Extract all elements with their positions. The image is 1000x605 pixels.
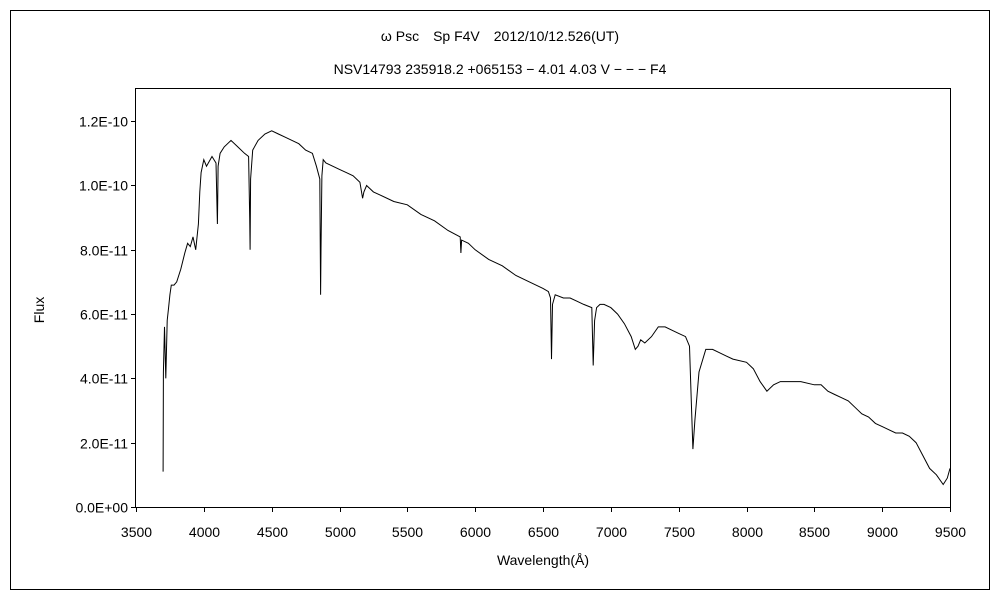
y-axis-label: Flux — [31, 297, 47, 323]
y-tick-label: 4.0E-11 — [80, 371, 128, 387]
x-tick-label: 5500 — [392, 524, 423, 540]
x-axis: 3500 4000 4500 5000 5500 6000 6500 7000 7500 8000… — [121, 507, 966, 540]
x-axis-label: Wavelength(Å) — [497, 552, 589, 568]
x-tick-label: 9500 — [935, 524, 966, 540]
x-tick-label: 7500 — [664, 524, 695, 540]
chart-subtitle: NSV14793 235918.2 +065153 − 4.01 4.03 V … — [334, 61, 667, 77]
x-tick-label: 4000 — [189, 524, 220, 540]
chart-outer-border — [10, 10, 990, 590]
y-tick-label: 8.0E-11 — [80, 243, 128, 259]
y-axis: 0.0E+00 2.0E-11 4.0E-11 6.0E-11 8.0E-11 1.0E-… — [75, 114, 136, 516]
x-tick-label: 6000 — [460, 524, 491, 540]
x-tick-label: 3500 — [121, 524, 152, 540]
y-tick-label: 6.0E-11 — [80, 307, 128, 323]
y-tick-label: 1.2E-10 — [79, 114, 128, 130]
y-tick-label: 0.0E+00 — [75, 500, 128, 516]
x-tick-label: 4500 — [257, 524, 288, 540]
spectrum-line — [162, 130, 951, 486]
y-tick-label: 1.0E-10 — [79, 178, 128, 194]
x-tick-label: 8000 — [732, 524, 763, 540]
x-tick-label: 9000 — [867, 524, 898, 540]
x-tick-label: 6500 — [528, 524, 559, 540]
x-tick-label: 5000 — [325, 524, 356, 540]
x-tick-label: 8500 — [799, 524, 830, 540]
chart-title: ω Psc Sp F4V 2012/10/12.526(UT) — [381, 28, 619, 44]
x-tick-label: 7000 — [596, 524, 627, 540]
y-tick-label: 2.0E-11 — [80, 436, 128, 452]
